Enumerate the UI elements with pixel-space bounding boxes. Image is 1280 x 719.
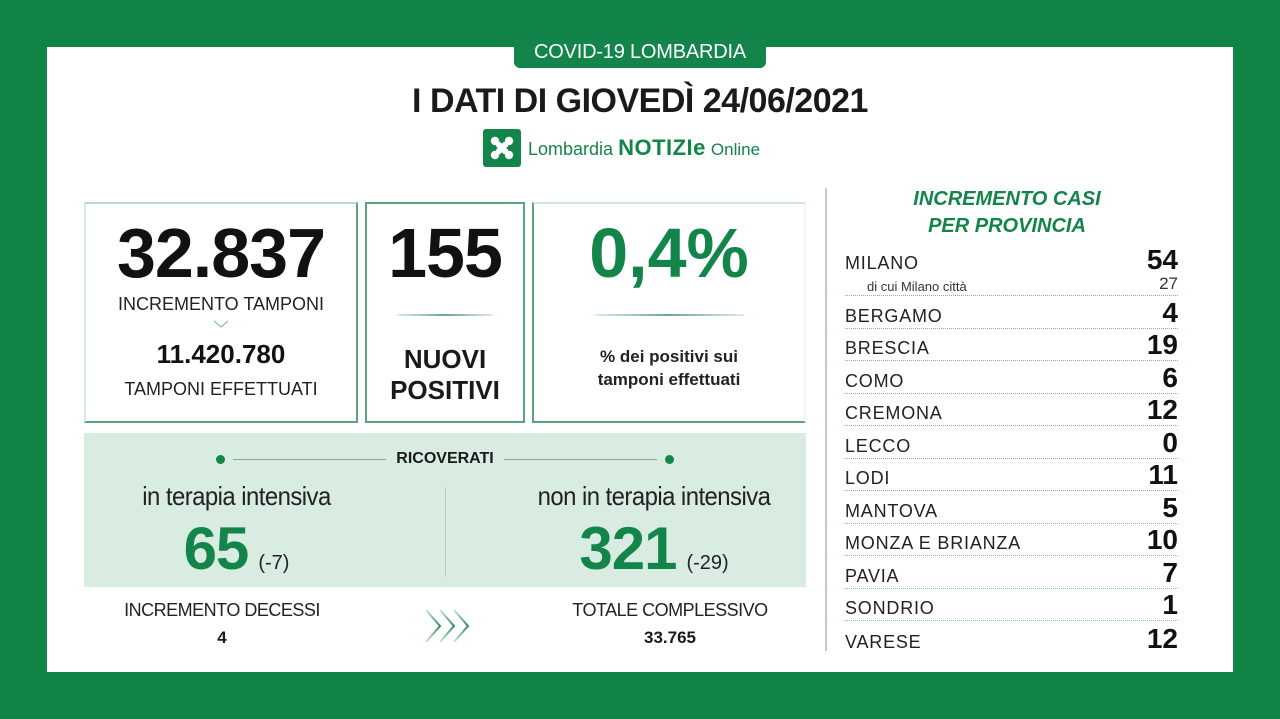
province-row-milano: MILANO 54 di cui Milano città 27: [845, 244, 1178, 296]
province-row: MANTOVA 5: [845, 491, 1178, 524]
tamponi-increment-label: INCREMENTO TAMPONI: [117, 294, 324, 314]
province-name: MANTOVA: [845, 500, 938, 521]
province-name: MONZA E BRIANZA: [845, 533, 1022, 553]
province-value: 12: [1146, 622, 1178, 654]
province-row: VARESE 12: [845, 621, 1178, 654]
intensive-care-delta: (-7): [258, 552, 290, 574]
positivi-value: 155: [388, 214, 503, 292]
province-name: BERGAMO: [845, 305, 943, 326]
column-divider: [825, 188, 827, 651]
region-tag: COVID-19 LOMBARDIA: [514, 38, 766, 68]
milano-city-label: di cui Milano città: [867, 279, 967, 294]
positivi-label: NUOVI POSITIVI: [367, 344, 523, 406]
non-intensive-care-block: non in terapia intensiva 321 (-29): [494, 481, 814, 583]
non-intensive-care-label: non in terapia intensiva: [537, 481, 771, 511]
province-value: 5: [1162, 491, 1178, 523]
deaths-increment-block: INCREMENTO DECESSI 4: [84, 600, 360, 648]
page-title: I DATI DI GIOVEDÌ 24/06/2021: [412, 82, 868, 120]
ricoverati-title: RICOVERATI: [396, 450, 494, 467]
province-row: SONDRIO 1: [845, 589, 1178, 621]
tamponi-increment: 32.837: [116, 214, 326, 292]
positivi-card: 155 NUOVI POSITIVI: [365, 202, 525, 423]
ricoverati-section: RICOVERATI in terapia intensiva 65 (-7) …: [84, 433, 806, 587]
deaths-total-value: 33.765: [644, 628, 696, 647]
province-name: COMO: [845, 370, 905, 391]
province-row: CREMONA 12: [845, 394, 1178, 426]
intensive-care-value: 65: [183, 515, 250, 582]
province-row: LODI 11: [845, 459, 1178, 491]
brand-part-lombardia: Lombardia: [528, 139, 614, 159]
intensive-care-label: in terapia intensiva: [142, 481, 331, 511]
province-name: LECCO: [845, 435, 912, 456]
province-name: PAVIA: [845, 565, 900, 586]
positivity-label-line1: % dei positivi sui: [600, 347, 738, 366]
province-value: 12: [1146, 394, 1178, 425]
province-section-title: INCREMENTO CASI PER PROVINCIA: [860, 186, 1154, 240]
province-name: VARESE: [845, 631, 922, 652]
bullet-dot-icon: [216, 454, 225, 464]
positivity-rate-card: 0,4% % dei positivi sui tamponi effettua…: [532, 202, 806, 423]
divider: [233, 458, 387, 460]
brand-logo-lockup: Lombardia NOTIZIe Online: [483, 129, 760, 167]
intensive-care-block: in terapia intensiva 65 (-7): [84, 481, 389, 583]
deaths-total-block: TOTALE COMPLESSIVO 33.765: [540, 600, 800, 648]
province-row: MONZA E BRIANZA 10: [845, 524, 1178, 556]
lombardia-rose-icon: [483, 129, 521, 167]
province-value: 19: [1146, 329, 1178, 360]
ricoverati-header: RICOVERATI: [216, 449, 675, 469]
brand-part-notizie: NOTIZIe: [618, 135, 706, 160]
tamponi-total-label: TAMPONI EFFETTUATI: [124, 379, 318, 399]
province-row: BRESCIA 19: [845, 329, 1178, 361]
province-value: 4: [1162, 296, 1178, 328]
divider: [397, 314, 493, 316]
province-row: BERGAMO 4: [845, 296, 1178, 329]
divider: [445, 487, 446, 577]
divider: [594, 314, 744, 316]
positivity-rate-label: % dei positivi sui tamponi effettuati: [534, 346, 804, 392]
positivity-label-line2: tamponi effettuati: [597, 369, 741, 389]
province-row: LECCO 0: [845, 426, 1178, 459]
province-value: 1: [1162, 589, 1178, 620]
province-value: 7: [1162, 556, 1178, 588]
deaths-total-label: TOTALE COMPLESSIVO: [572, 600, 768, 620]
triple-chevron-right-icon: [425, 609, 470, 643]
province-title-line2: PER PROVINCIA: [928, 215, 1086, 237]
province-name: CREMONA: [845, 403, 943, 423]
non-intensive-care-delta: (-29): [686, 552, 729, 574]
divider: [503, 458, 658, 460]
tamponi-total: 11.420.780: [156, 339, 286, 369]
positivity-rate-value: 0,4%: [589, 214, 749, 292]
chevron-down-icon: [213, 320, 229, 328]
province-name: SONDRIO: [845, 598, 935, 618]
brand-name: Lombardia NOTIZIe Online: [528, 135, 760, 161]
province-title-line1: INCREMENTO CASI: [913, 188, 1101, 210]
tamponi-card: 32.837 INCREMENTO TAMPONI 11.420.780 TAM…: [84, 202, 358, 423]
brand-part-online: Online: [710, 140, 761, 159]
province-name: LODI: [845, 468, 891, 488]
province-value: 54: [1146, 244, 1178, 275]
positivi-label-line1: NUOVI: [403, 344, 487, 374]
positivi-label-line2: POSITIVI: [390, 375, 500, 406]
province-name: MILANO: [845, 253, 919, 273]
non-intensive-care-value: 321: [579, 515, 677, 582]
province-value: 11: [1148, 459, 1178, 490]
province-name: BRESCIA: [845, 338, 930, 358]
bullet-dot-icon: [665, 454, 675, 464]
province-list: MILANO 54 di cui Milano città 27 BERGAMO…: [845, 244, 1178, 654]
milano-city-value: 27: [1159, 274, 1178, 293]
deaths-increment-value: 4: [217, 628, 227, 647]
province-value: 6: [1162, 361, 1178, 393]
province-value: 10: [1146, 524, 1178, 555]
province-value: 0: [1162, 426, 1178, 458]
province-row: COMO 6: [845, 361, 1178, 394]
deaths-increment-label: INCREMENTO DECESSI: [124, 600, 320, 620]
province-row: PAVIA 7: [845, 556, 1178, 589]
